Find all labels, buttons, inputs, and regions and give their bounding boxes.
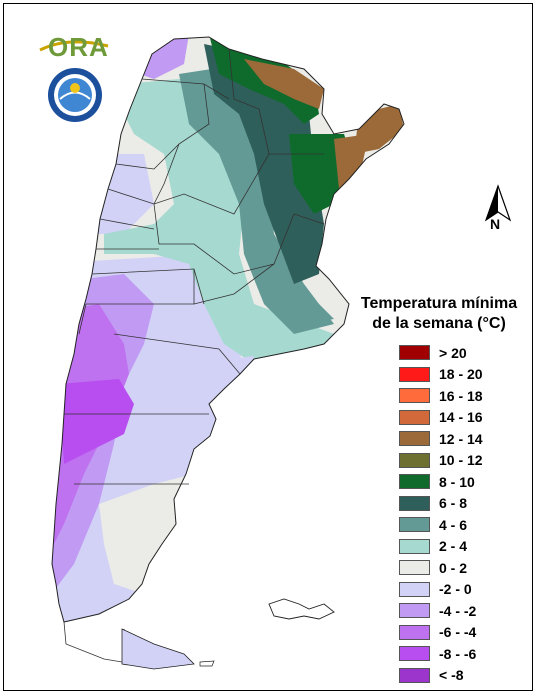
north-label: N <box>490 216 501 232</box>
legend-item: -8 - -6 <box>399 643 483 665</box>
ora-logo: ORA <box>38 28 128 62</box>
legend-swatch <box>399 431 430 447</box>
legend-swatch <box>399 388 430 404</box>
legend-label: 8 - 10 <box>439 473 475 490</box>
legend-label: 0 - 2 <box>439 559 468 576</box>
legend-label: 16 - 18 <box>439 387 483 404</box>
legend-swatch <box>399 366 430 382</box>
legend-swatch <box>399 517 430 533</box>
legend-item: 6 - 8 <box>399 493 483 515</box>
legend-swatch <box>399 624 430 640</box>
legend-swatch <box>399 474 430 490</box>
legend-swatch <box>399 538 430 554</box>
legend-label: 4 - 6 <box>439 516 468 533</box>
legend-label: 18 - 20 <box>439 366 483 383</box>
legend-label: -4 - -2 <box>439 602 477 619</box>
logo-text: ORA <box>48 32 109 62</box>
logo-swoosh-icon <box>39 40 109 52</box>
legend-item: 4 - 6 <box>399 514 483 536</box>
legend-label: < -8 <box>439 667 464 684</box>
legend-label: > 20 <box>439 344 467 361</box>
map-frame: ORA N Temperatura mínima de la semana (°… <box>3 3 533 691</box>
legend-label: 10 - 12 <box>439 452 483 469</box>
legend-title: Temperatura mínima de la semana (°C) <box>348 294 530 334</box>
legend-label: -8 - -6 <box>439 645 477 662</box>
legend-item: -2 - 0 <box>399 579 483 601</box>
legend-title-line2: de la semana (°C) <box>372 315 506 332</box>
legend-label: 12 - 14 <box>439 430 483 447</box>
legend-item: 16 - 18 <box>399 385 483 407</box>
legend-swatch <box>399 646 430 662</box>
legend-item: 14 - 16 <box>399 407 483 429</box>
legend-item: 12 - 14 <box>399 428 483 450</box>
legend-swatch <box>399 667 430 683</box>
legend-item: 8 - 10 <box>399 471 483 493</box>
legend-swatch <box>399 603 430 619</box>
legend-label: 2 - 4 <box>439 538 468 555</box>
legend: > 20 18 - 20 16 - 18 14 - 16 12 - 14 10 - 12 8… <box>399 342 483 686</box>
legend-swatch <box>399 495 430 511</box>
legend-swatch <box>399 581 430 597</box>
legend-item: > 20 <box>399 342 483 364</box>
legend-label: -6 - -4 <box>439 624 477 641</box>
legend-item: 10 - 12 <box>399 450 483 472</box>
legend-label: 14 - 16 <box>439 409 483 426</box>
legend-swatch <box>399 560 430 576</box>
legend-item: 0 - 2 <box>399 557 483 579</box>
legend-swatch <box>399 452 430 468</box>
legend-label: -2 - 0 <box>439 581 472 598</box>
argentina-temperature-map <box>51 36 405 670</box>
legend-label: 6 - 8 <box>439 495 468 512</box>
legend-item: 2 - 4 <box>399 536 483 558</box>
legend-item: -6 - -4 <box>399 622 483 644</box>
legend-item: 18 - 20 <box>399 364 483 386</box>
legend-swatch <box>399 345 430 361</box>
north-arrow-icon <box>484 184 512 222</box>
legend-swatch <box>399 409 430 425</box>
smn-seal-icon <box>48 68 102 122</box>
legend-item: < -8 <box>399 665 483 687</box>
legend-title-line1: Temperatura mínima <box>360 295 518 312</box>
legend-item: -4 - -2 <box>399 600 483 622</box>
